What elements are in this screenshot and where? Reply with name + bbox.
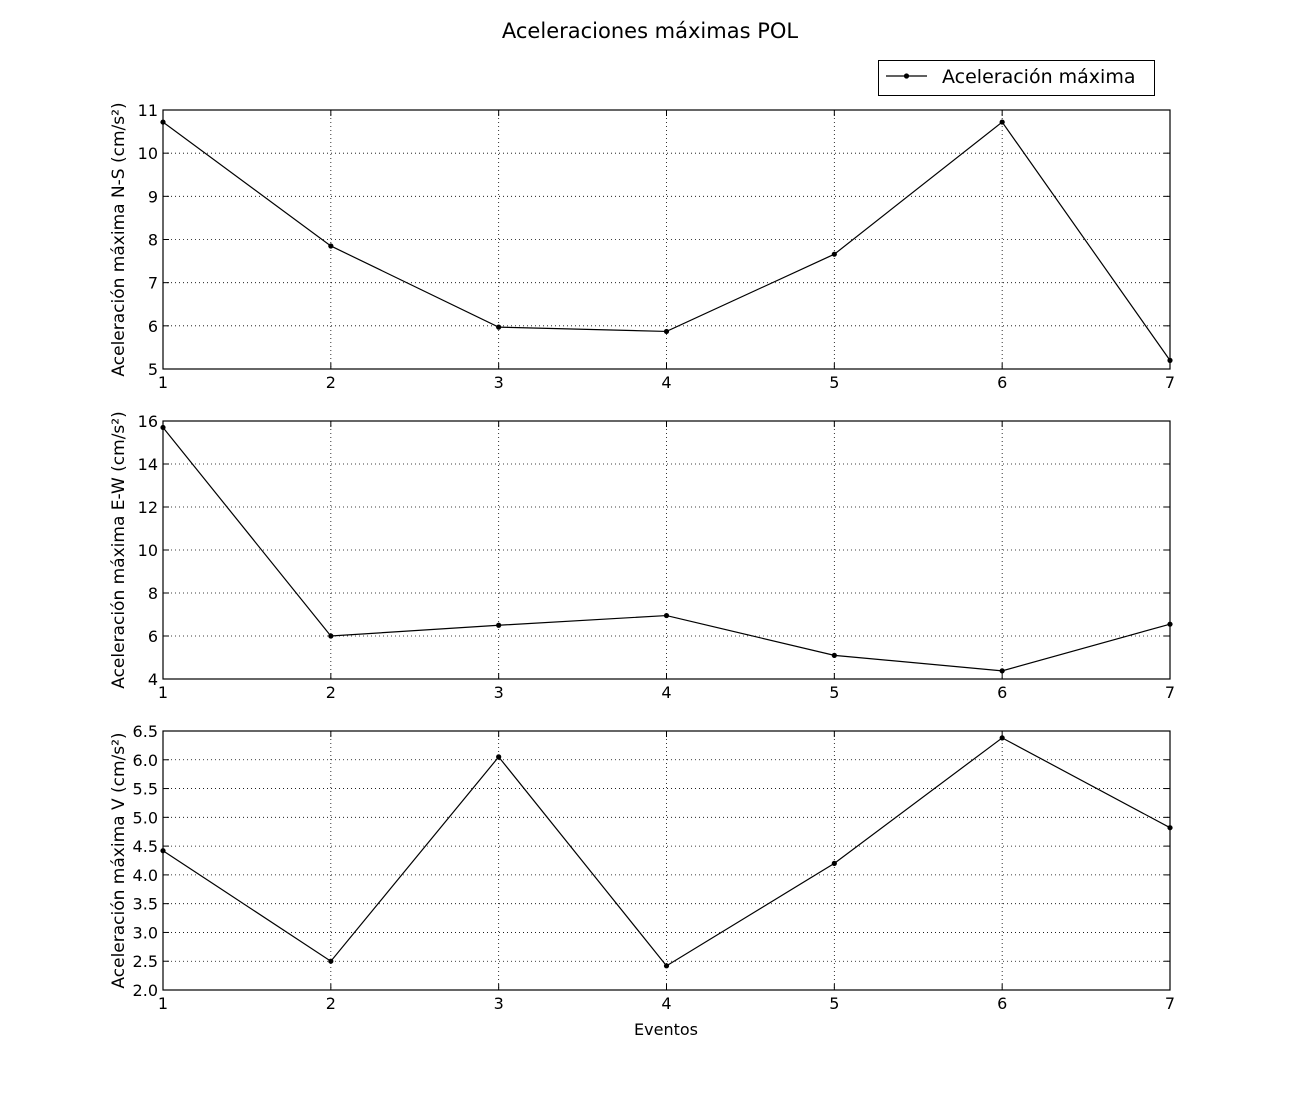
x-tick-label: 3 (494, 994, 504, 1013)
data-point (999, 119, 1005, 125)
y-tick-label: 4.0 (133, 866, 158, 885)
y-tick-label: 6.5 (133, 722, 158, 741)
x-tick-label: 3 (494, 683, 504, 702)
x-tick-label: 6 (997, 683, 1007, 702)
y-tick-label: 5 (148, 360, 158, 379)
y-tick-label: 16 (138, 412, 158, 431)
data-point (328, 958, 334, 964)
data-point (160, 848, 166, 854)
y-tick-label: 4 (148, 670, 158, 689)
legend: Aceleración máxima (878, 60, 1155, 96)
y-tick-label: 5.0 (133, 808, 158, 827)
y-tick-label: 6 (148, 317, 158, 336)
data-point (999, 668, 1005, 674)
x-tick-label: 6 (997, 994, 1007, 1013)
legend-box (878, 60, 1155, 96)
data-point (496, 622, 502, 628)
x-tick-label: 2 (326, 994, 336, 1013)
y-axis-label-v: Aceleración máxima V (cm/s²) (109, 732, 129, 988)
data-point (160, 119, 166, 125)
x-tick-label: 5 (829, 373, 839, 392)
x-tick-label: 5 (829, 683, 839, 702)
y-tick-label: 3.5 (133, 895, 158, 914)
x-tick-label: 1 (158, 683, 168, 702)
y-tick-label: 6 (148, 627, 158, 646)
data-point (999, 735, 1005, 741)
data-point (831, 251, 837, 257)
data-point (1167, 621, 1173, 627)
data-point (160, 424, 166, 431)
x-tick-label: 4 (661, 683, 671, 702)
x-tick-label: 2 (326, 683, 336, 702)
y-tick-label: 4.5 (133, 837, 158, 856)
y-tick-label: 9 (148, 187, 158, 206)
y-tick-label: 12 (138, 498, 158, 517)
subplot-ns: 1 2 3 4 5 6 7 5 6 7 8 9 10 11 Aceleración máxima N-S (… (109, 101, 1175, 392)
x-tick-label: 5 (829, 994, 839, 1013)
y-tick-label: 8 (148, 584, 158, 603)
data-point (663, 328, 670, 335)
data-point (1167, 357, 1173, 363)
y-tick-label: 14 (138, 455, 158, 474)
x-tick-label: 1 (158, 373, 168, 392)
y-tick-label: 8 (148, 231, 158, 250)
x-tick-label: 1 (158, 994, 168, 1013)
y-axis-label-ns: Aceleración máxima N-S (cm/s²) (109, 102, 129, 376)
y-tick-label: 2.0 (133, 981, 158, 1000)
x-tick-label: 7 (1165, 994, 1175, 1013)
chart-title: Aceleraciones máximas POL (502, 19, 799, 43)
x-tick-label: 7 (1165, 373, 1175, 392)
x-tick-label: 3 (494, 373, 504, 392)
series-line-ns (162, 121, 1171, 361)
y-tick-label: 5.5 (133, 780, 158, 799)
x-axis-label: Eventos (634, 1020, 698, 1039)
data-point (1167, 825, 1173, 831)
y-tick-label: 10 (138, 541, 158, 560)
y-tick-label: 2.5 (133, 952, 158, 971)
x-tick-label: 7 (1165, 683, 1175, 702)
y-tick-label: 7 (148, 274, 158, 293)
data-point (663, 612, 670, 619)
y-tick-label: 3.0 (133, 923, 158, 942)
x-tick-label: 4 (661, 373, 671, 392)
legend-label: Aceleración máxima (942, 66, 1135, 88)
data-point (831, 652, 837, 658)
y-tick-label: 6.0 (133, 751, 158, 770)
y-axis-label-ew: Aceleración máxima E-W (cm/s²) (109, 411, 129, 689)
y-tick-label: 10 (138, 144, 158, 163)
data-point (328, 633, 334, 639)
data-point (328, 243, 334, 249)
y-tick-label: 11 (138, 101, 158, 120)
data-point (663, 963, 670, 969)
data-point (831, 860, 837, 866)
data-point (496, 754, 502, 760)
data-point (496, 324, 502, 330)
x-tick-label: 2 (326, 373, 336, 392)
x-tick-label: 4 (661, 994, 671, 1013)
legend-marker-sample (903, 73, 910, 79)
subplot-v: 1 2 3 4 5 6 7 2.0 2.5 3.0 3.5 4.0 4.5 5.0 5.5 6.0 6.5Ace… (109, 722, 1175, 1013)
x-tick-label: 6 (997, 373, 1007, 392)
